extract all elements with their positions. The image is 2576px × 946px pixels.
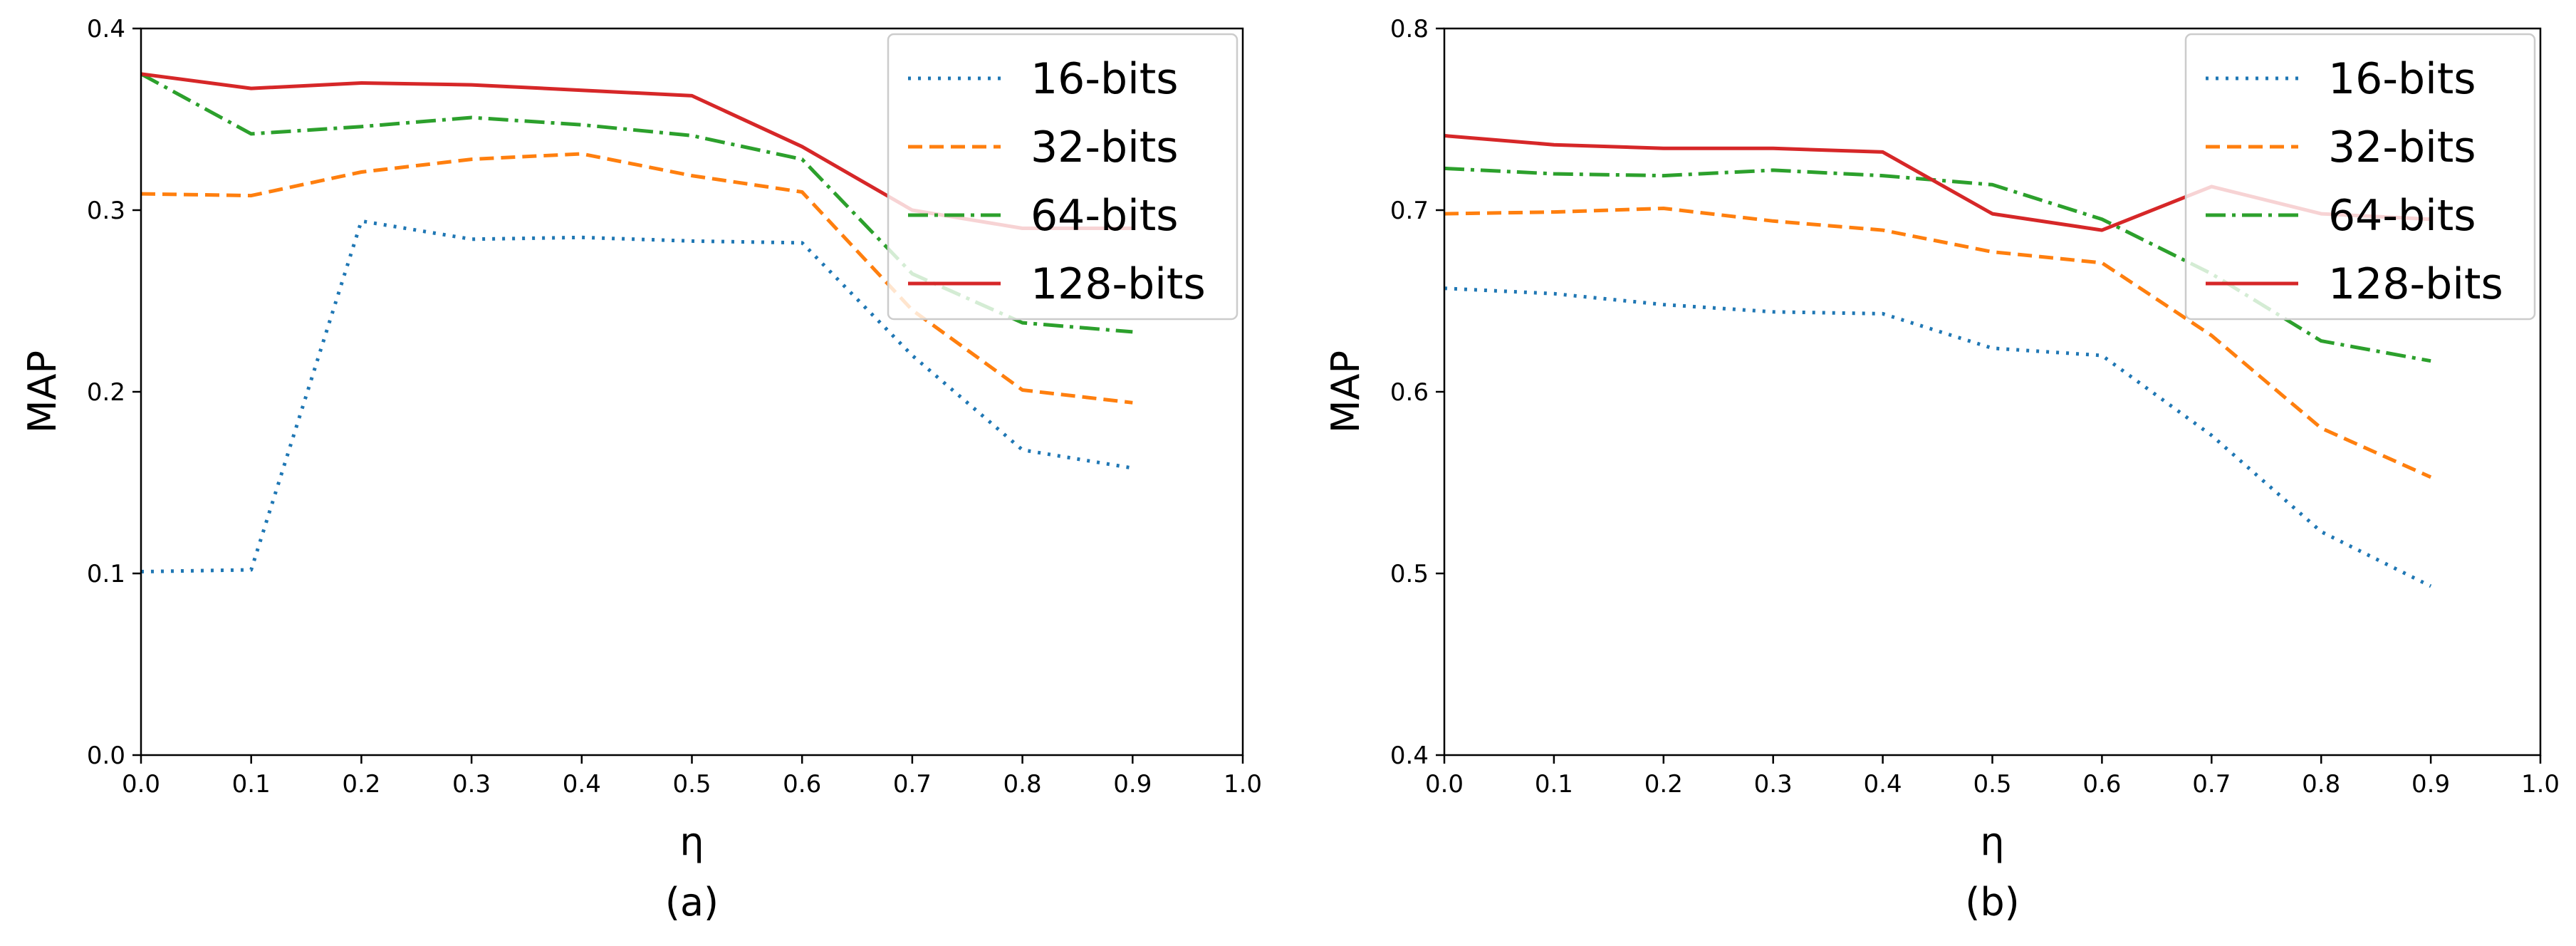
y-tick-label: 0.0 [87, 742, 125, 770]
y-tick-label: 0.8 [1390, 15, 1429, 43]
x-tick-label: 0.6 [783, 770, 821, 799]
y-axis-label: MAP [1323, 350, 1368, 433]
panel-caption: (a) [665, 880, 719, 925]
legend-label-16-bits: 16-bits [2328, 54, 2476, 104]
x-tick-label: 0.7 [2192, 770, 2231, 799]
legend-label-64-bits: 64-bits [1031, 191, 1179, 241]
x-tick-label: 0.5 [672, 770, 711, 799]
legend-label-32-bits: 32-bits [2328, 123, 2476, 172]
legend-label-128-bits: 128-bits [2328, 259, 2503, 309]
x-axis-label: η [1980, 819, 2004, 864]
x-tick-label: 0.3 [1754, 770, 1793, 799]
y-tick-label: 0.4 [1390, 742, 1429, 770]
legend-box [887, 33, 1239, 321]
y-tick-label: 0.7 [1390, 197, 1429, 225]
x-tick-label: 0.8 [1003, 770, 1042, 799]
x-tick-label: 1.0 [1224, 770, 1262, 799]
series-line-32-bits [140, 152, 1133, 405]
chart-panel-1: 0.0 0.1 0.2 0.3 0.4 0.5 0.6 0.7 0.8 0.9 1.0 0.0 0.1 0… [20, 15, 1262, 925]
y-tick-label: 0.6 [1390, 378, 1429, 407]
x-tick-label: 0.4 [563, 770, 601, 799]
x-tick-label: 0.1 [232, 770, 271, 799]
y-tick-label: 0.5 [1390, 560, 1429, 588]
legend-label-128-bits: 128-bits [1031, 259, 1206, 309]
legend-label-32-bits: 32-bits [1031, 123, 1179, 172]
y-tick-label: 0.2 [87, 378, 125, 407]
x-tick-label: 0.2 [1644, 770, 1683, 799]
x-tick-label: 0.8 [2302, 770, 2340, 799]
x-axis-label: η [679, 819, 704, 864]
y-tick-label: 0.4 [87, 15, 125, 43]
y-tick-label: 0.1 [87, 560, 125, 588]
legend-label-16-bits: 16-bits [1031, 54, 1179, 104]
x-tick-label: 0.0 [1425, 770, 1464, 799]
x-tick-label: 0.9 [2411, 770, 2450, 799]
y-axis-label: MAP [20, 350, 65, 433]
x-tick-label: 0.0 [122, 770, 160, 799]
y-tick-label: 0.3 [87, 197, 125, 225]
series-line-32-bits [1444, 207, 2432, 479]
x-tick-label: 0.3 [452, 770, 491, 799]
x-tick-label: 0.6 [2082, 770, 2121, 799]
x-tick-label: 0.5 [1973, 770, 2011, 799]
x-tick-label: 0.9 [1113, 770, 1152, 799]
x-tick-label: 0.7 [893, 770, 932, 799]
legend-box [2184, 33, 2536, 321]
series-line-16-bits [1444, 286, 2432, 588]
chart-panel-2: 0.0 0.1 0.2 0.3 0.4 0.5 0.6 0.7 0.8 0.9 1.0 0.4 0.5 0… [1323, 15, 2560, 925]
legend-label-64-bits: 64-bits [2328, 191, 2476, 241]
panel-caption: (b) [1965, 880, 2019, 925]
x-tick-label: 0.1 [1535, 770, 1573, 799]
x-tick-label: 0.4 [1864, 770, 1902, 799]
x-tick-label: 1.0 [2521, 770, 2560, 799]
series-line-16-bits [140, 219, 1133, 573]
x-tick-label: 0.2 [342, 770, 380, 799]
